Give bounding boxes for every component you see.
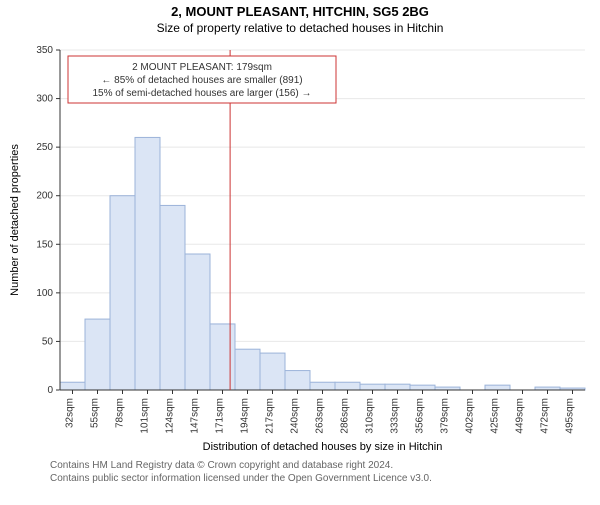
x-tick-label: 101sqm — [140, 398, 151, 434]
x-tick-label: 286sqm — [340, 398, 351, 434]
x-tick-label: 124sqm — [165, 398, 176, 434]
y-tick-label: 0 — [47, 385, 53, 396]
histogram-bar — [235, 349, 260, 390]
histogram-bar — [185, 254, 210, 390]
y-tick-label: 350 — [36, 45, 53, 56]
x-tick-label: 472sqm — [540, 398, 551, 434]
x-tick-label: 55sqm — [90, 398, 101, 428]
annotation-line: 2 MOUNT PLEASANT: 179sqm — [132, 62, 272, 73]
histogram-bar — [60, 382, 85, 390]
y-tick-label: 250 — [36, 142, 53, 153]
annotation-line: ← 85% of detached houses are smaller (89… — [101, 75, 302, 86]
y-tick-label: 50 — [42, 336, 54, 347]
chart-title: 2, MOUNT PLEASANT, HITCHIN, SG5 2BG — [171, 4, 429, 19]
histogram-bar — [335, 382, 360, 390]
x-tick-label: 449sqm — [515, 398, 526, 434]
x-tick-label: 147sqm — [190, 398, 201, 434]
x-tick-label: 32sqm — [65, 398, 76, 428]
footer-line-2: Contains public sector information licen… — [50, 473, 432, 484]
histogram-bar — [110, 196, 135, 390]
histogram-bar — [285, 371, 310, 390]
x-tick-label: 194sqm — [240, 398, 251, 434]
histogram-bar — [260, 353, 285, 390]
y-axis-label: Number of detached properties — [9, 144, 21, 296]
chart-subtitle: Size of property relative to detached ho… — [157, 21, 444, 35]
histogram-bar — [360, 384, 385, 390]
y-tick-label: 100 — [36, 288, 53, 299]
histogram-bar — [160, 205, 185, 390]
x-tick-label: 356sqm — [415, 398, 426, 434]
y-tick-label: 200 — [36, 191, 53, 202]
x-tick-label: 425sqm — [490, 398, 501, 434]
chart-container: 2, MOUNT PLEASANT, HITCHIN, SG5 2BG Size … — [0, 0, 600, 500]
histogram-bar — [485, 385, 510, 390]
histogram-bar — [310, 382, 335, 390]
histogram-bar — [85, 319, 110, 390]
x-tick-label: 333sqm — [390, 398, 401, 434]
x-tick-label: 263sqm — [315, 398, 326, 434]
histogram-bar — [410, 385, 435, 390]
annotation-line: 15% of semi-detached houses are larger (… — [92, 88, 311, 99]
histogram-bar — [135, 137, 160, 390]
x-tick-label: 217sqm — [265, 398, 276, 434]
footer-line-1: Contains HM Land Registry data © Crown c… — [50, 460, 393, 471]
histogram-bar — [210, 324, 235, 390]
histogram-bar — [385, 384, 410, 390]
x-tick-label: 78sqm — [115, 398, 126, 428]
x-tick-label: 310sqm — [365, 398, 376, 434]
x-tick-label: 402sqm — [465, 398, 476, 434]
x-tick-label: 495sqm — [565, 398, 576, 434]
histogram-chart: 2, MOUNT PLEASANT, HITCHIN, SG5 2BG Size … — [0, 0, 600, 500]
x-tick-label: 171sqm — [215, 398, 226, 434]
x-tick-label: 240sqm — [290, 398, 301, 434]
y-tick-label: 150 — [36, 239, 53, 250]
x-axis-label: Distribution of detached houses by size … — [203, 441, 443, 453]
y-tick-label: 300 — [36, 94, 53, 105]
x-tick-label: 379sqm — [440, 398, 451, 434]
